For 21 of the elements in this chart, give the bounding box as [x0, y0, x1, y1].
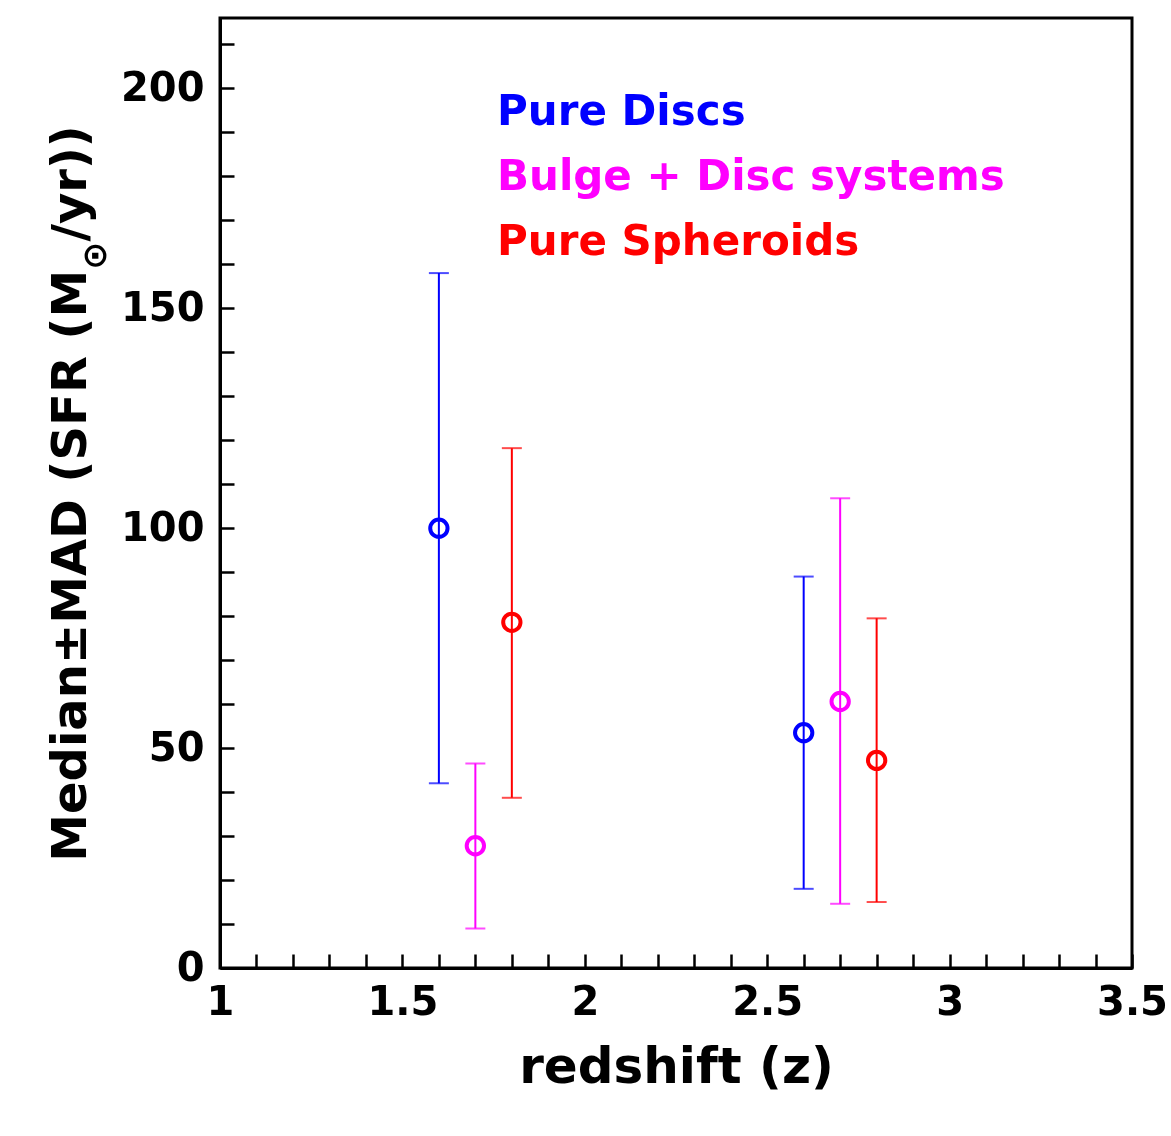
point [501, 611, 523, 633]
x-tick-label: 2 [571, 977, 600, 1024]
x-tick-label: 3.5 [1097, 977, 1168, 1024]
x-tick-label: 2.5 [732, 977, 804, 1024]
point [428, 517, 450, 539]
point [464, 835, 487, 857]
text: Pure Discs [497, 86, 746, 135]
y-tick-label: 0 [176, 943, 205, 990]
x-tick-label: 3 [936, 977, 965, 1024]
y-tick-label: 100 [121, 503, 205, 550]
y-tick-label: 150 [121, 283, 205, 330]
point [865, 749, 888, 772]
x-tick-label: 1 [206, 977, 235, 1024]
y-tick-label: 50 [148, 723, 205, 770]
x-tick-label: 1.5 [367, 977, 439, 1024]
point [793, 722, 815, 744]
point [829, 690, 851, 713]
text: Pure Spheroids [497, 216, 860, 265]
text: Bulge + Disc systems [497, 151, 1005, 200]
y-tick-label: 200 [121, 63, 205, 110]
x-axis-title: redshift (z) [519, 1036, 834, 1095]
